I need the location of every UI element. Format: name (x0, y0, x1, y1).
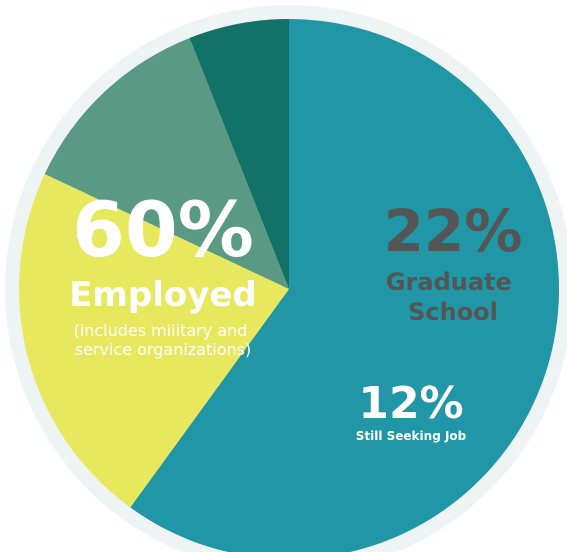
pie-slice-still-seeking-job (44, 37, 290, 290)
slice-graduate-percent: 22% (384, 197, 523, 265)
slice-employed-note-line-2: service organizations) (75, 340, 251, 359)
slice-employed-percent: 60% (72, 185, 254, 274)
pie-labels: 60% Employed (includes military and serv… (69, 185, 522, 443)
slice-graduate-label-line-1: Graduate (386, 268, 512, 296)
slice-graduate-label: Graduate School (386, 268, 520, 326)
pie-slice-graduate-school (19, 174, 289, 508)
slice-seeking-label: Still Seeking Job (356, 429, 467, 443)
slice-employed-note-line-1: (includes military and (74, 321, 248, 340)
slice-seeking-percent: 12% (358, 378, 463, 429)
pie-slices (19, 18, 559, 552)
slice-graduate-label-line-2: School (408, 298, 498, 326)
slice-employed-label: Employed (69, 275, 257, 315)
slice-employed-note: (includes military and service organizat… (74, 321, 253, 359)
pie-slice-other (189, 18, 289, 289)
pie-slice-employed (130, 19, 559, 552)
